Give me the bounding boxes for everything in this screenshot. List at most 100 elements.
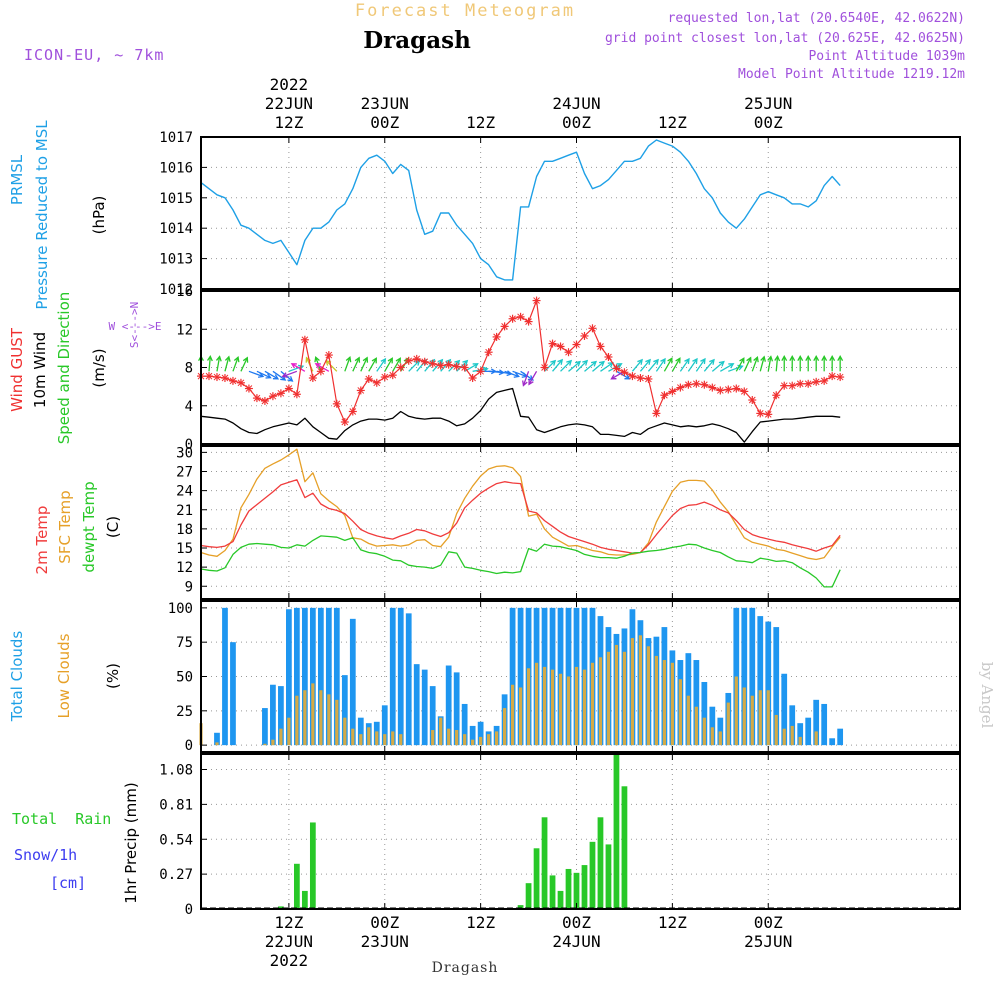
wind-direction-arrow — [344, 355, 352, 372]
low-clouds-bar — [758, 690, 762, 746]
wind-direction-arrow — [568, 360, 582, 372]
wind-arrow-head — [513, 372, 520, 378]
low-clouds-bar — [487, 734, 491, 746]
rain-bar — [557, 890, 564, 909]
gridpoint-coords: grid point closest lon,lat (20.625E, 42.… — [605, 31, 965, 46]
total-clouds-bar — [509, 607, 516, 746]
gust-marker-d2 — [613, 365, 620, 372]
wind-arrow-head — [821, 354, 828, 362]
gust-marker — [676, 383, 685, 392]
gust-marker-d2 — [549, 340, 556, 347]
wind-arrow-shaft — [775, 356, 779, 372]
gust-marker — [556, 342, 565, 351]
gust-marker — [284, 384, 293, 393]
wind-direction-arrow — [679, 357, 690, 372]
gust-marker-d2 — [565, 348, 572, 356]
wind-arrow-head — [718, 360, 725, 367]
wind-arrow-head — [700, 357, 706, 365]
low-clouds-bar — [319, 690, 323, 746]
rain-bar — [533, 848, 540, 909]
axes: 1012 1013 1014 1015 1016 1017 0 4 8 12 16 9 12 15 18 21… — [159, 75, 961, 970]
gust-marker — [628, 372, 637, 381]
low-clouds-bar — [463, 734, 467, 746]
wind-direction-arrow — [206, 355, 213, 372]
gust-marker-d2 — [381, 373, 389, 381]
wind-direction-arrow — [829, 354, 836, 372]
gust-marker — [524, 317, 533, 326]
wind-arrow-shaft — [743, 357, 752, 372]
wind-arrow-shaft — [224, 356, 230, 372]
y-tick-label: 4 — [185, 399, 193, 415]
gust-marker-d2 — [541, 364, 548, 371]
gust-marker — [468, 374, 477, 383]
gust-marker-d2 — [796, 380, 804, 388]
wind-arrow-head — [789, 354, 796, 362]
low-clouds-bar — [399, 734, 403, 746]
wind-arrow-shaft — [600, 362, 614, 372]
gust-marker — [396, 363, 405, 372]
gust-marker-d2 — [341, 418, 349, 426]
total-clouds-label: Total Clouds — [8, 631, 26, 723]
gust-marker — [540, 363, 549, 372]
low-clouds-bar — [383, 734, 387, 746]
wind-direction-arrow — [456, 359, 469, 372]
wind-direction-arrow — [384, 357, 393, 372]
wind-direction-arrow — [759, 355, 766, 372]
wind-arrow-shaft — [663, 358, 673, 372]
gust-marker — [460, 363, 469, 372]
wind-arrow-shaft — [256, 370, 271, 379]
wind-arrow-head — [314, 363, 321, 369]
wind-direction-arrow — [584, 360, 598, 372]
wind-arrow-shaft — [695, 358, 706, 372]
gust-marker — [532, 296, 541, 305]
wind-arrow-head — [574, 360, 582, 367]
gust-marker — [324, 351, 333, 360]
wind-arrow-shaft — [352, 357, 360, 372]
wind-direction-arrow — [805, 354, 812, 372]
wind-direction-arrow — [264, 370, 280, 380]
low-clouds-bar — [327, 694, 331, 746]
low-clouds-bar — [702, 717, 706, 746]
low-clouds-bar — [335, 699, 339, 746]
wind10-line — [200, 387, 841, 443]
total-clouds-bar — [461, 703, 468, 746]
wind-arrow-head — [522, 380, 528, 387]
wind-arrow-shaft — [560, 360, 572, 372]
wind-arrow-head — [287, 376, 294, 382]
gust-marker-d2 — [509, 315, 516, 323]
total-clouds-bar — [357, 717, 364, 746]
wind-arrow-shaft — [584, 361, 597, 372]
wind-direction-arrow — [360, 356, 369, 372]
model-name: ICON-EU, ~ 7km — [24, 46, 164, 64]
compass-we: W <--->E — [109, 320, 162, 333]
y-tick-label: 1015 — [159, 191, 193, 207]
wind-arrow-head — [805, 354, 812, 362]
wind-arrow-shaft — [522, 371, 530, 386]
wind-arrow-head — [616, 363, 623, 369]
wind-arrow-head — [215, 355, 222, 362]
y-tick-label: 1016 — [159, 160, 193, 176]
low-clouds-bar — [503, 708, 507, 746]
total-clouds-bar — [453, 672, 460, 746]
wind-arrow-head — [566, 359, 573, 366]
gust-marker-d2 — [621, 368, 628, 376]
wind-direction-arrow — [639, 358, 651, 372]
gust-marker-d2 — [661, 391, 668, 399]
rain-bar — [549, 875, 556, 909]
gust-marker-d2 — [605, 353, 612, 361]
gust-marker-d2 — [557, 343, 564, 350]
wind-arrow-head — [242, 356, 249, 363]
gust-marker-d2 — [629, 372, 636, 380]
gust-marker — [244, 384, 253, 393]
wind-arrow-head — [557, 358, 564, 365]
time-label-bottom: 00Z — [370, 913, 399, 932]
gust-marker — [596, 342, 605, 351]
panel-frame-clouds — [200, 600, 961, 753]
gust-marker — [260, 396, 269, 405]
gust-marker-d2 — [333, 400, 341, 408]
total-clouds-bar — [230, 642, 236, 746]
gust-marker-d2 — [325, 351, 333, 359]
wind-arrow-head — [610, 374, 617, 380]
wind-arrow-head — [265, 373, 272, 379]
y-tick-label: 0 — [185, 738, 193, 754]
